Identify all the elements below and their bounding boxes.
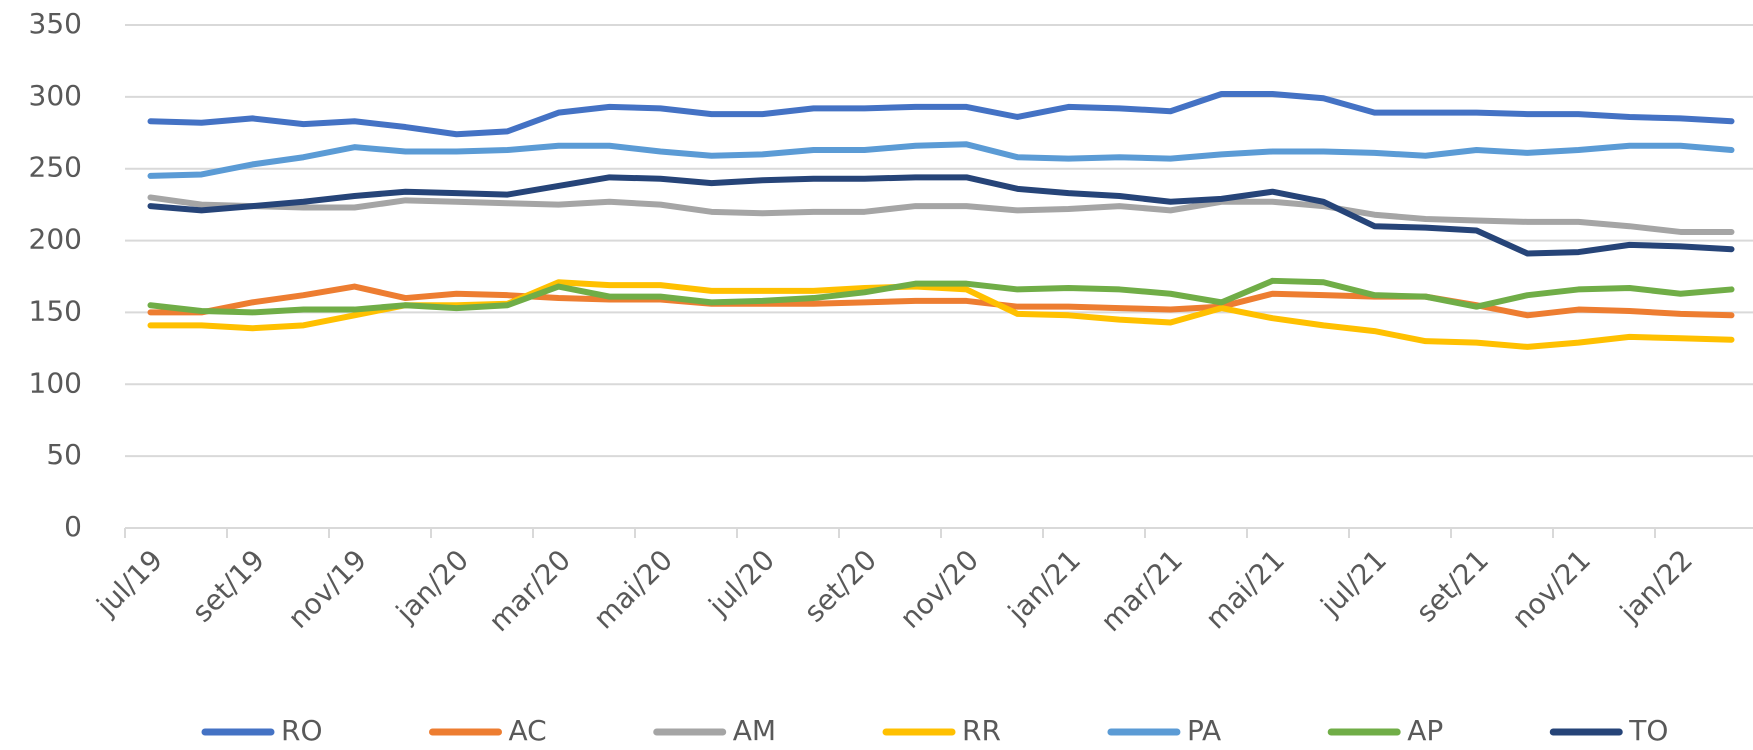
series-line bbox=[147, 174, 1735, 257]
series-line bbox=[147, 277, 1735, 316]
x-tick-label: jul/20 bbox=[702, 543, 781, 622]
legend-label: PA bbox=[1187, 714, 1221, 747]
x-tick-label: mai/21 bbox=[1199, 543, 1291, 635]
y-tick-label: 100 bbox=[29, 366, 82, 399]
x-tick-label: jul/19 bbox=[90, 543, 169, 622]
series-line bbox=[147, 90, 1735, 138]
x-tick-label: mar/20 bbox=[482, 543, 577, 638]
legend-label: AP bbox=[1407, 714, 1443, 747]
legend-label: RR bbox=[962, 714, 1001, 747]
x-tick-label: jan/22 bbox=[1613, 543, 1699, 629]
x-tick-label: set/21 bbox=[1410, 543, 1495, 628]
x-tick-label: set/20 bbox=[798, 543, 883, 628]
x-tick-label: mai/20 bbox=[587, 543, 679, 635]
x-tick-label: mar/21 bbox=[1094, 543, 1189, 638]
x-tick-label: nov/19 bbox=[282, 543, 374, 635]
series-line bbox=[147, 194, 1735, 235]
x-tick-label: jan/20 bbox=[389, 543, 475, 629]
legend-label: AM bbox=[733, 714, 776, 747]
y-tick-label: 200 bbox=[29, 223, 82, 256]
y-tick-label: 250 bbox=[29, 151, 82, 184]
y-tick-label: 150 bbox=[29, 294, 82, 327]
y-tick-label: 300 bbox=[29, 79, 82, 112]
y-tick-label: 350 bbox=[29, 7, 82, 40]
series-line bbox=[147, 141, 1735, 179]
x-tick-label: set/19 bbox=[186, 543, 271, 628]
legend-label: AC bbox=[509, 714, 547, 747]
legend-label: TO bbox=[1628, 714, 1668, 747]
legend-label: RO bbox=[281, 714, 323, 747]
legend: RO AC AM RR PA AP TO bbox=[201, 714, 1668, 747]
y-tick-label: 50 bbox=[46, 438, 82, 471]
x-tick-label: nov/21 bbox=[1506, 543, 1598, 635]
x-tick-label: jul/21 bbox=[1314, 543, 1393, 622]
x-tick-label: jan/21 bbox=[1001, 543, 1087, 629]
x-tick-label: nov/20 bbox=[894, 543, 986, 635]
y-tick-label: 0 bbox=[64, 510, 82, 543]
